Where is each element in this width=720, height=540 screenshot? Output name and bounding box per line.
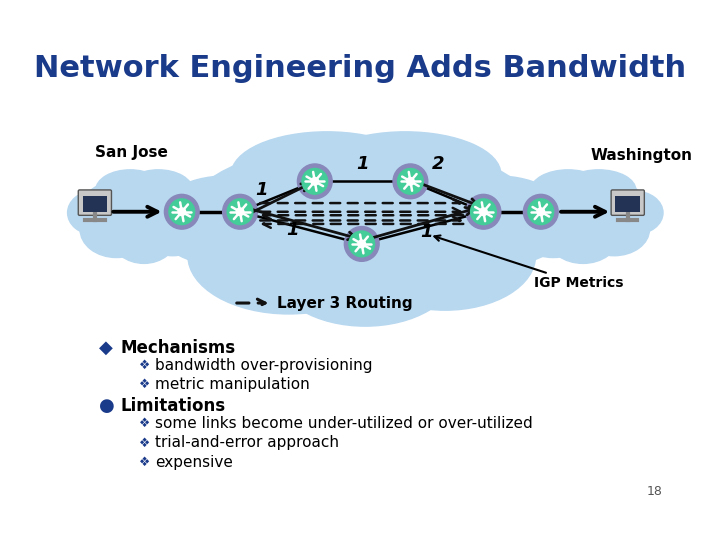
Text: IGP Metrics: IGP Metrics [434,235,624,291]
Text: 1: 1 [286,221,299,239]
Circle shape [297,164,332,199]
Ellipse shape [96,170,165,211]
Ellipse shape [275,217,456,326]
Text: 2: 2 [432,155,445,173]
FancyBboxPatch shape [616,196,640,212]
Circle shape [164,194,199,229]
Text: Layer 3 Routing: Layer 3 Routing [277,295,413,310]
Ellipse shape [80,201,153,258]
Circle shape [471,199,496,225]
Circle shape [236,208,244,215]
Text: 18: 18 [647,485,662,498]
Text: ◆: ◆ [99,339,113,357]
Text: ❖: ❖ [139,456,150,469]
Text: ❖: ❖ [139,417,150,430]
Text: ❖: ❖ [139,378,150,392]
Ellipse shape [153,176,299,266]
Ellipse shape [424,176,570,266]
Text: 1: 1 [420,222,433,240]
Text: ❖: ❖ [139,436,150,449]
Ellipse shape [579,203,649,256]
Text: Mechanisms: Mechanisms [121,339,236,357]
Circle shape [178,208,186,215]
Text: trial-and-error approach: trial-and-error approach [155,435,339,450]
Ellipse shape [355,201,536,310]
Circle shape [311,178,319,185]
Text: San Jose: San Jose [95,145,168,160]
Text: Washington: Washington [590,148,693,163]
Circle shape [393,164,428,199]
Ellipse shape [68,191,120,234]
Circle shape [407,178,414,185]
Ellipse shape [606,191,663,234]
Text: 1: 1 [356,155,369,173]
Text: some links become under-utilized or over-utilized: some links become under-utilized or over… [155,416,533,431]
Circle shape [222,194,258,229]
Ellipse shape [562,170,636,211]
Circle shape [466,194,501,229]
Circle shape [397,168,423,194]
Text: Network Engineering Adds Bandwidth: Network Engineering Adds Bandwidth [34,54,686,83]
Ellipse shape [112,211,176,264]
Ellipse shape [514,201,593,258]
Ellipse shape [310,132,501,217]
FancyBboxPatch shape [83,196,107,212]
Text: ●: ● [99,396,115,415]
Ellipse shape [548,211,618,264]
Circle shape [358,240,366,248]
Circle shape [523,194,558,229]
Ellipse shape [531,170,606,211]
Circle shape [344,227,379,261]
Circle shape [349,231,374,257]
Ellipse shape [80,176,205,243]
Ellipse shape [188,143,536,284]
Text: metric manipulation: metric manipulation [155,377,310,392]
FancyBboxPatch shape [78,190,112,215]
Ellipse shape [140,203,205,256]
Circle shape [537,208,544,215]
Text: 1: 1 [256,181,268,199]
Circle shape [528,199,554,225]
FancyBboxPatch shape [611,190,644,215]
Text: Limitations: Limitations [121,396,226,415]
Ellipse shape [500,191,557,234]
Ellipse shape [231,132,423,217]
Circle shape [228,199,253,225]
Ellipse shape [124,170,193,211]
Ellipse shape [188,198,390,314]
Circle shape [302,168,328,194]
Ellipse shape [514,176,649,243]
Text: bandwidth over-provisioning: bandwidth over-provisioning [155,358,372,373]
Text: ❖: ❖ [139,359,150,372]
Ellipse shape [165,191,217,234]
Circle shape [480,208,487,215]
Circle shape [169,199,194,225]
Text: expensive: expensive [155,455,233,470]
